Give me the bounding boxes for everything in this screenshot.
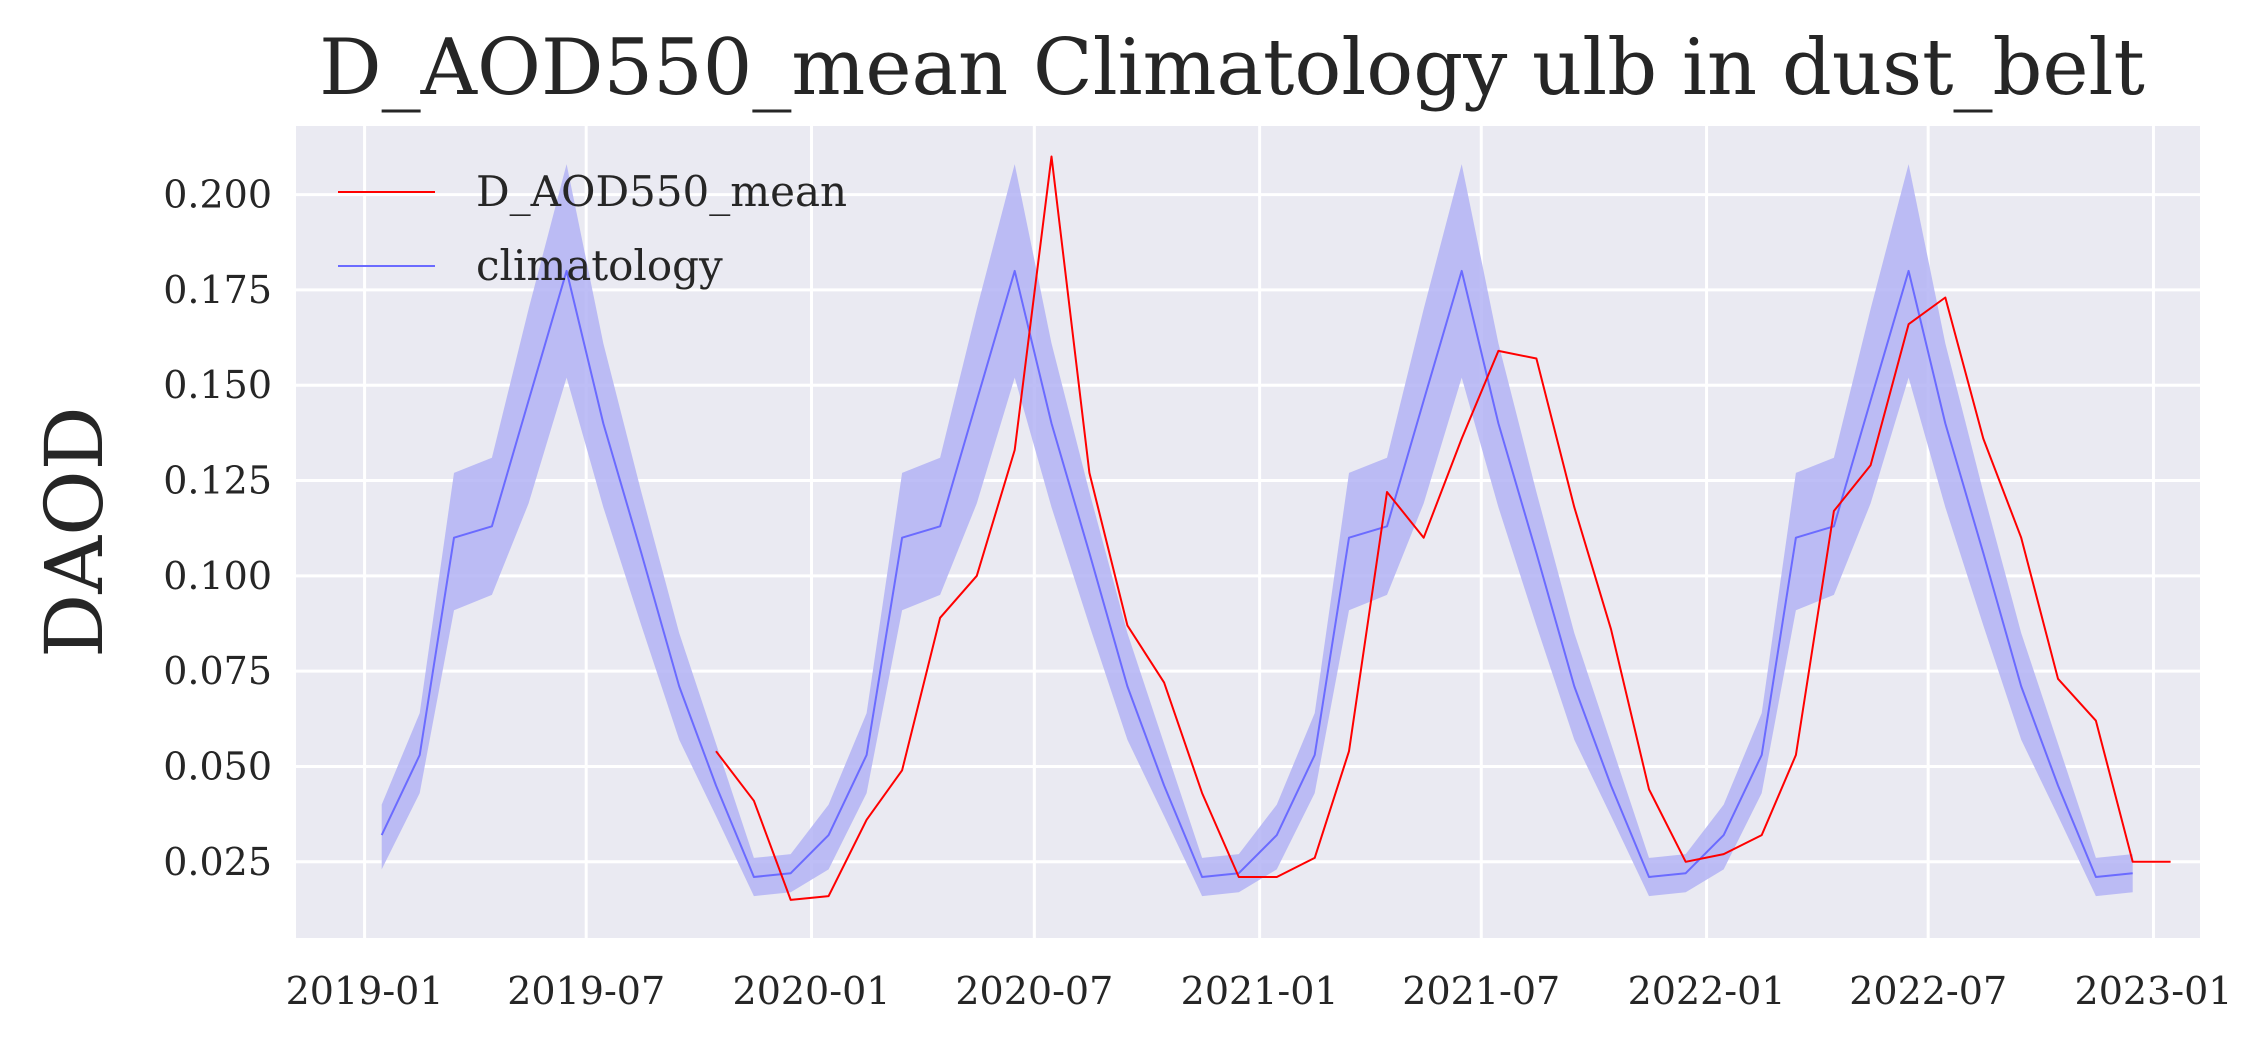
x-tick-label: 2023-01: [2075, 969, 2233, 1013]
x-tick-label: 2020-01: [733, 969, 891, 1013]
x-tick-label: 2021-01: [1181, 969, 1339, 1013]
legend-label-d-aod550-mean: D_AOD550_mean: [476, 167, 847, 216]
series-line-d-aod550-mean: [715, 155, 2171, 901]
x-tick-label: 2021-07: [1402, 969, 1560, 1013]
series-lines-layer: [380, 155, 2171, 901]
y-tick-label: 0.175: [163, 268, 272, 312]
grid-lines: [296, 126, 2200, 938]
y-tick-labels: 0.025 0.050 0.075 0.100 0.125 0.150 0.175 0.200: [163, 173, 272, 884]
y-tick-label: 0.200: [163, 173, 272, 217]
y-tick-label: 0.125: [163, 459, 272, 503]
legend: D_AOD550_mean climatology: [338, 167, 847, 290]
y-tick-label: 0.075: [163, 649, 272, 693]
y-tick-label: 0.050: [163, 744, 272, 788]
climatology-band: [381, 164, 2133, 897]
legend-label-climatology: climatology: [476, 241, 723, 290]
confidence-band-layer: [381, 164, 2133, 897]
y-tick-label: 0.150: [163, 363, 272, 407]
y-axis-label: DAOD: [28, 406, 121, 658]
x-tick-label: 2022-01: [1628, 969, 1786, 1013]
x-tick-labels: 2019-01 2019-07 2020-01 2020-07 2021-01 2021-…: [286, 969, 2233, 1013]
chart-title: D_AOD550_mean Climatology ulb in dust_be…: [319, 23, 2145, 113]
series-line-climatology: [380, 269, 2133, 878]
x-tick-label: 2019-01: [286, 969, 444, 1013]
y-tick-label: 0.025: [163, 840, 272, 884]
x-tick-label: 2019-07: [507, 969, 665, 1013]
y-tick-label: 0.100: [163, 554, 272, 598]
x-tick-label: 2022-07: [1849, 969, 2007, 1013]
x-tick-label: 2020-07: [955, 969, 1113, 1013]
